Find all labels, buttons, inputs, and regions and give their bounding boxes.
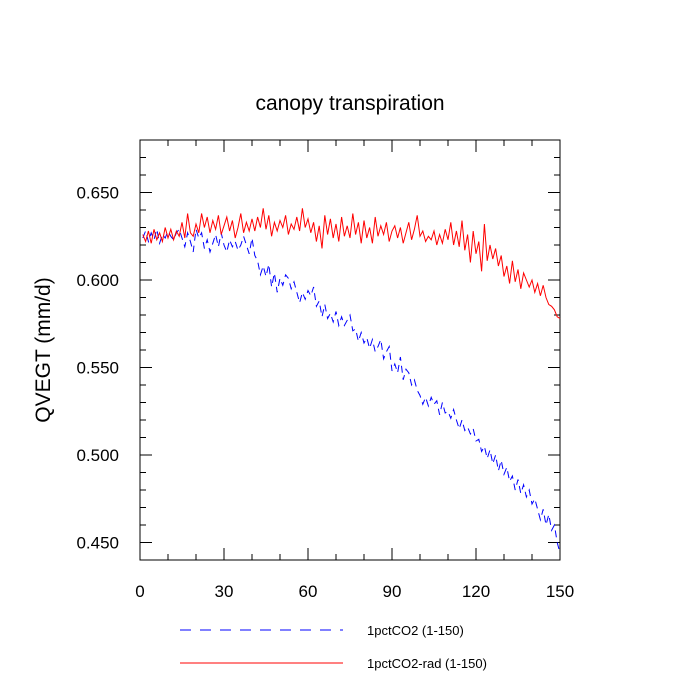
series-line-1pctco2-rad — [142, 208, 561, 319]
x-tick-label: 150 — [546, 582, 574, 601]
y-tick-label: 0.500 — [76, 446, 119, 465]
data-series — [142, 208, 561, 554]
axis-tick-labels: 0 30 60 90 120 150 0.450 0.500 0.550 0.600 0.650 — [76, 184, 574, 602]
y-tick-label: 0.650 — [76, 184, 119, 203]
y-tick-label: 0.600 — [76, 271, 119, 290]
y-tick-label: 0.550 — [76, 359, 119, 378]
y-tick-label: 0.450 — [76, 534, 119, 553]
x-tick-label: 90 — [383, 582, 402, 601]
y-axis-label: QVEGT (mm/d) — [32, 277, 55, 422]
x-tick-label: 60 — [299, 582, 318, 601]
plot-frame — [139, 139, 561, 561]
axis-ticks — [139, 139, 561, 561]
legend: 1pctCO2 (1-150) 1pctCO2-rad (1-150) — [180, 623, 487, 671]
x-tick-label: 0 — [135, 582, 144, 601]
x-tick-label: 30 — [215, 582, 234, 601]
chart-title: canopy transpiration — [255, 92, 444, 115]
x-tick-label: 120 — [462, 582, 490, 601]
legend-label: 1pctCO2 (1-150) — [367, 623, 464, 638]
series-line-1pctco2 — [142, 228, 561, 554]
legend-label: 1pctCO2-rad (1-150) — [367, 656, 487, 671]
